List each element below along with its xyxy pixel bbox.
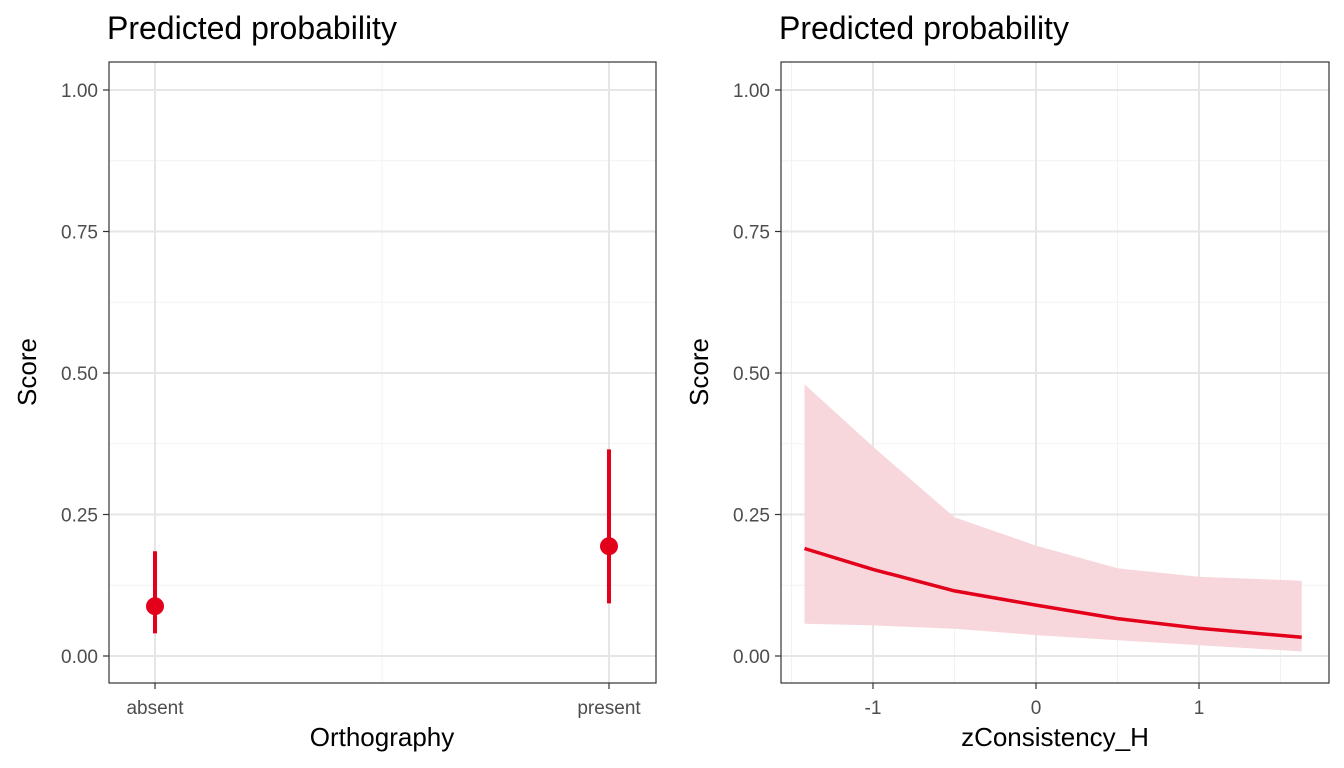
y-tick-label: 1.00 — [61, 81, 98, 102]
panel-2-x-axis-title: zConsistency_H — [961, 722, 1149, 752]
x-tick-label-present: present — [577, 698, 641, 719]
point-absent — [146, 597, 164, 616]
prediction-line — [803, 546, 1302, 640]
x-tick-label: 1 — [1194, 698, 1205, 719]
orthography-panel: Predicted probability 0.00 0.25 0.50 0.75 1.… — [12, 10, 657, 752]
panel-2-title: Predicted probability — [779, 10, 1069, 46]
confidence-ribbon — [804, 384, 1302, 652]
y-tick-label: 0.00 — [61, 647, 98, 668]
y-tick-label: 0.75 — [61, 223, 98, 244]
panel-2-y-axis-title: Score — [684, 338, 714, 406]
x-tick-label: -1 — [865, 698, 882, 719]
panel-1-axes: 0.00 0.25 0.50 0.75 1.00 absent present — [61, 81, 641, 719]
y-tick-label: 0.50 — [61, 364, 98, 385]
panel-1-data — [146, 449, 618, 634]
point-present — [600, 537, 618, 556]
x-tick-label: 0 — [1031, 698, 1042, 719]
y-tick-label: 0.75 — [733, 223, 770, 244]
panel-1-x-axis-title: Orthography — [310, 722, 455, 752]
panel-1-y-axis-title: Score — [12, 338, 42, 406]
y-tick-label: 0.25 — [61, 506, 98, 527]
panel-2-axes: 0.00 0.25 0.50 0.75 1.00 -1 0 1 — [733, 81, 1204, 719]
panel-1-title: Predicted probability — [107, 10, 397, 46]
consistency-panel: Predicted probability 0.00 0.25 0.50 0.75 1.… — [684, 10, 1330, 752]
y-tick-label: 0.00 — [733, 647, 770, 668]
y-tick-label: 0.50 — [733, 364, 770, 385]
y-tick-label: 1.00 — [733, 81, 770, 102]
panel-2-data — [803, 384, 1302, 652]
panel-1-grid — [109, 62, 656, 683]
y-tick-label: 0.25 — [733, 506, 770, 527]
x-tick-label-absent: absent — [126, 698, 184, 719]
